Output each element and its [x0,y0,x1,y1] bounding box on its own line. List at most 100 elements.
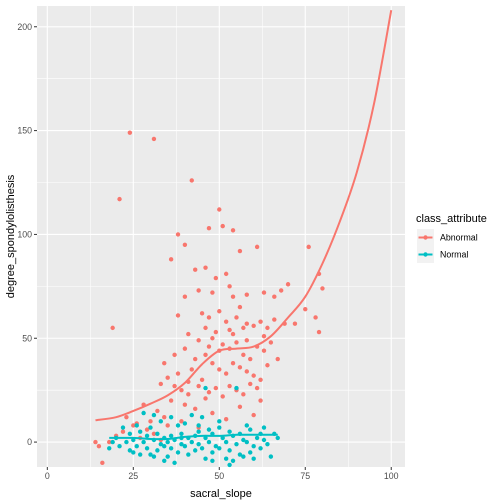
legend-entries: Abnormal Normal [417,229,478,263]
normal-point [203,456,208,461]
normal-point [227,462,232,468]
normal-point [251,444,256,449]
abnormal-point [237,304,243,310]
abnormal-point [261,290,267,295]
normal-point [127,448,133,453]
abnormal-point [96,444,102,449]
normal-point [137,452,143,457]
normal-point [203,385,208,391]
normal-point [168,433,174,439]
abnormal-point [196,383,201,389]
normal-point [175,450,181,455]
normal-point [189,412,194,418]
normal-trend-line [109,433,278,441]
abnormal-point [223,371,229,376]
abnormal-point [217,309,222,314]
normal-point [182,421,188,426]
normal-point [268,454,274,459]
abnormal-point [199,377,205,382]
abnormal-point [124,414,129,420]
y-axis-ticks: 0 50 100 150 200 [17,22,37,447]
abnormal-point [210,360,215,366]
normal-point [151,412,157,418]
abnormal-point [292,321,298,326]
normal-point [120,425,126,430]
abnormal-point [206,315,212,320]
normal-point [175,423,181,428]
normal-point [162,458,167,463]
abnormal-point [258,319,263,324]
abnormal-point [182,242,188,248]
abnormal-point [258,398,263,403]
normal-point [162,444,167,449]
minor-gridlines [37,6,405,467]
normal-point [258,446,263,451]
abnormal-point [254,244,260,250]
normal-point [168,414,174,420]
abnormal-point [189,178,194,183]
legend-key-point [423,235,428,240]
abnormal-point [234,315,239,320]
y-tick-label: 150 [17,126,32,136]
abnormal-point [186,331,191,337]
abnormal-point [248,356,253,362]
normal-point [124,439,129,445]
abnormal-point [93,439,98,445]
abnormal-point [144,427,150,432]
abnormal-point [244,292,249,297]
abnormal-point [100,460,105,466]
abnormal-point [278,288,284,293]
normal-point [244,423,249,428]
abnormal-point [254,385,260,391]
abnormal-point [234,340,239,345]
y-tick-label: 50 [22,333,32,343]
normal-point [107,446,112,451]
major-gridlines [37,6,405,467]
x-axis-ticks: 0 25 50 75 100 [45,467,399,481]
abnormal-point [265,363,270,368]
abnormal-point [248,381,253,387]
abnormal-point [251,323,256,328]
normal-point [131,450,136,455]
abnormal-point [179,387,184,393]
abnormal-point [162,360,167,366]
normal-point [196,441,201,447]
x-tick-label: 50 [214,471,224,481]
abnormal-point [217,207,222,212]
normal-point [248,427,253,432]
normal-point [275,435,280,441]
abnormal-point [272,294,277,299]
abnormal-point [227,383,232,389]
x-tick-label: 100 [384,471,399,481]
normal-point [148,452,153,457]
normal-point [172,460,177,466]
abnormal-point [196,288,201,293]
abnormal-point [213,275,219,281]
normal-point [210,458,215,463]
abnormal-point [285,282,291,287]
abnormal-point [275,356,280,362]
abnormal-point [261,348,267,353]
normal-point [168,446,174,451]
normal-point [158,419,164,424]
abnormal-point [117,196,122,202]
x-tick-label: 75 [300,471,310,481]
legend-key-point [423,252,428,257]
normal-point [234,441,239,447]
abnormal-point [206,390,212,395]
normal-point [158,441,164,447]
abnormal-point [241,392,246,397]
abnormal-point [189,367,194,372]
curves-layer [95,9,393,441]
normal-point [141,410,146,416]
normal-point [261,425,267,430]
abnormal-point [220,223,225,229]
abnormal-point [199,311,205,316]
abnormal-point [206,344,212,349]
abnormal-point [182,346,188,351]
normal-point [213,444,219,449]
abnormal-point [244,369,249,374]
normal-point [141,439,146,445]
normal-point [137,429,143,434]
normal-point [199,414,205,420]
